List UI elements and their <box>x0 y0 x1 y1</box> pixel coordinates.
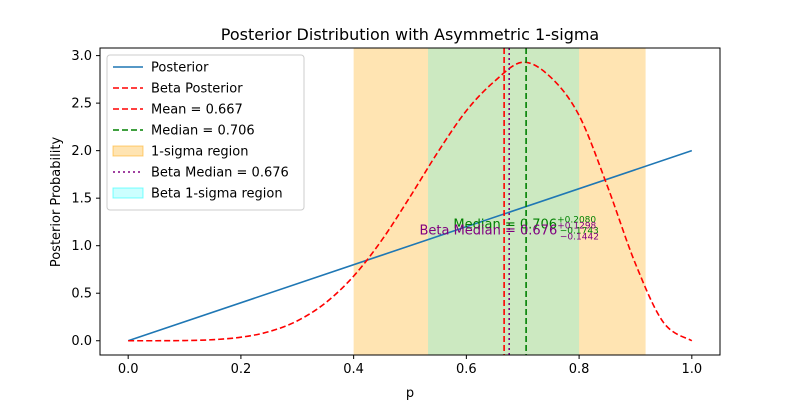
legend-entry: Mean = 0.667 <box>113 103 243 118</box>
legend-label: Beta Posterior <box>151 82 243 97</box>
x-tick-label: 1.0 <box>681 362 702 377</box>
legend-entry: Beta Posterior <box>113 82 243 97</box>
legend-label: Median = 0.706 <box>151 124 255 139</box>
y-tick-label: 0.5 <box>71 287 92 302</box>
x-axis-ticks: 0.0 0.2 0.4 0.6 0.8 1.0 <box>118 355 702 377</box>
chart-title: Posterior Distribution with Asymmetric 1… <box>221 25 599 44</box>
series-layer <box>127 61 693 342</box>
y-tick-label: 1.0 <box>71 239 92 254</box>
legend: Posterior Beta Posterior Mean = 0.667 Media… <box>106 54 305 211</box>
y-tick-label: 2.0 <box>71 144 92 159</box>
legend-label: Mean = 0.667 <box>151 103 243 118</box>
annotation-1-lower: −0.1442 <box>560 232 599 242</box>
legend-entry: Beta 1-sigma region <box>112 187 283 202</box>
legend-box <box>106 54 305 211</box>
legend-entry: 1-sigma region <box>112 145 248 160</box>
series-beta-posterior <box>128 61 693 342</box>
region-0 <box>353 48 646 355</box>
legend-label: Beta Median = 0.676 <box>151 166 289 181</box>
vertical-lines-layer <box>503 48 527 355</box>
x-axis-label: p <box>406 386 414 400</box>
y-axis-label: Posterior Probability <box>49 137 64 268</box>
annotation-0-upper: +0.2080 <box>557 216 596 226</box>
legend-entry: Posterior <box>113 61 209 76</box>
annotation-1-upper: +0.1298 <box>557 221 596 231</box>
annotation-0: Median = 0.706+0.2080 −0.1743 <box>453 216 598 237</box>
y-tick-label: 2.5 <box>71 97 92 112</box>
legend-label: Beta 1-sigma region <box>151 187 283 202</box>
x-tick-label: 0.8 <box>569 362 590 377</box>
x-tick-label: 0.6 <box>456 362 477 377</box>
annotation-0-lower: −0.1743 <box>560 227 599 237</box>
x-tick-label: 0.4 <box>343 362 364 377</box>
x-tick-label: 0.0 <box>118 362 139 377</box>
legend-label: 1-sigma region <box>151 145 248 160</box>
annotation-1: Beta Median = 0.676+0.1298 −0.1442 <box>419 221 598 242</box>
y-tick-label: 1.5 <box>71 192 92 207</box>
series-posterior <box>127 149 693 342</box>
legend-swatch <box>112 145 144 157</box>
legend-entry: Median = 0.706 <box>113 124 255 139</box>
y-tick-label: 3.0 <box>71 49 92 64</box>
legend-swatch <box>112 187 144 199</box>
y-tick-label: 0.0 <box>71 334 92 349</box>
x-tick-label: 0.2 <box>231 362 252 377</box>
legend-label: Posterior <box>151 61 209 76</box>
plot-frame <box>99 47 721 356</box>
legend-entry: Beta Median = 0.676 <box>113 166 289 181</box>
regions-layer <box>353 48 646 355</box>
y-axis-ticks: 0.0 0.5 1.0 1.5 2.0 2.5 3.0 <box>71 49 100 349</box>
